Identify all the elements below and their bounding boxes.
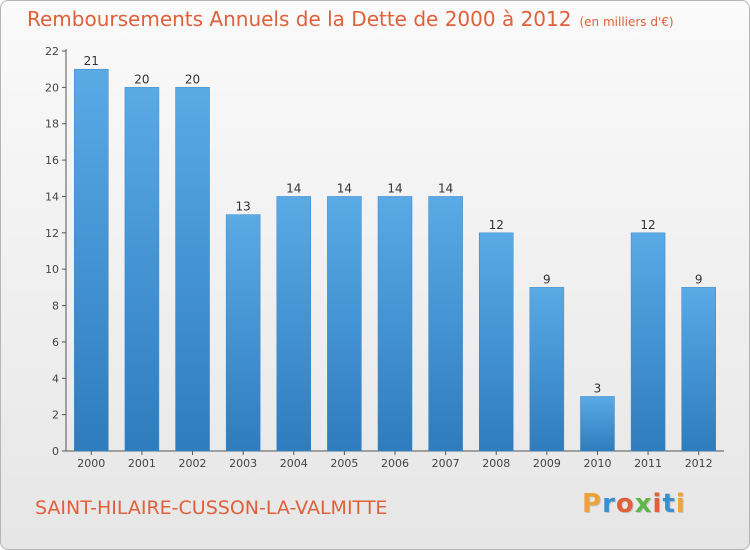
- bar: [529, 287, 565, 452]
- x-tick-label: 2006: [381, 457, 409, 470]
- bar: [74, 68, 109, 452]
- x-tick-label: 2005: [330, 457, 358, 470]
- x-tick-label: 2001: [128, 457, 156, 470]
- x-tick-label: 2012: [685, 457, 713, 470]
- y-tick-label: 16: [45, 154, 59, 167]
- x-tick-label: 2011: [634, 457, 662, 470]
- logo-letter: P: [582, 489, 603, 519]
- data-label: 13: [236, 200, 251, 214]
- logo-letter: i: [675, 489, 686, 519]
- bar: [175, 87, 210, 452]
- x-tick-label: 2010: [583, 457, 611, 470]
- logo-letter: x: [634, 489, 653, 519]
- bar: [580, 396, 615, 452]
- x-tick-label: 2007: [432, 457, 460, 470]
- chart-subtitle: (en milliers d'€): [579, 15, 674, 29]
- x-tick-label: 2008: [482, 457, 510, 470]
- data-label: 12: [640, 218, 655, 232]
- x-tick-label: 2004: [280, 457, 308, 470]
- data-label: 20: [134, 72, 149, 86]
- x-tick-label: 2000: [77, 457, 105, 470]
- bar: [327, 196, 362, 452]
- chart-title: Remboursements Annuels de la Dette de 20…: [27, 7, 674, 31]
- data-label: 9: [695, 272, 703, 286]
- y-tick-label: 2: [52, 409, 59, 422]
- bar: [377, 196, 413, 452]
- data-label: 3: [594, 381, 602, 395]
- bar: [478, 232, 514, 452]
- logo-letter: i: [652, 489, 663, 519]
- logo-letter: o: [615, 489, 635, 519]
- data-label: 14: [438, 181, 453, 195]
- bar: [681, 287, 716, 452]
- x-tick-label: 2003: [229, 457, 257, 470]
- data-label: 12: [489, 218, 504, 232]
- bar: [630, 232, 666, 452]
- x-tick-label: 2002: [179, 457, 207, 470]
- bar: [225, 214, 261, 452]
- logo-letter: t: [662, 489, 676, 519]
- data-label: 14: [286, 181, 301, 195]
- y-tick-label: 18: [45, 118, 59, 131]
- x-tick-label: 2009: [533, 457, 561, 470]
- y-tick-label: 14: [45, 190, 59, 203]
- data-label: 21: [84, 54, 99, 68]
- y-tick-label: 20: [45, 81, 59, 94]
- bar: [276, 196, 312, 452]
- y-tick-label: 4: [52, 372, 59, 385]
- y-tick-label: 0: [52, 445, 59, 458]
- bar: [124, 87, 160, 452]
- y-tick-label: 22: [45, 45, 59, 58]
- y-tick-label: 12: [45, 227, 59, 240]
- data-label: 14: [337, 181, 352, 195]
- data-label: 9: [543, 272, 551, 286]
- logo-letter: r: [602, 489, 616, 519]
- data-label: 20: [185, 72, 200, 86]
- proxiti-logo: Proxiti: [582, 489, 686, 519]
- bar: [428, 196, 463, 452]
- chart-title-text: Remboursements Annuels de la Dette de 20…: [27, 7, 572, 31]
- data-label: 14: [387, 181, 402, 195]
- y-tick-label: 8: [52, 300, 59, 313]
- y-tick-label: 10: [45, 263, 59, 276]
- commune-name: SAINT-HILAIRE-CUSSON-LA-VALMITTE: [35, 497, 388, 519]
- y-tick-label: 6: [52, 336, 59, 349]
